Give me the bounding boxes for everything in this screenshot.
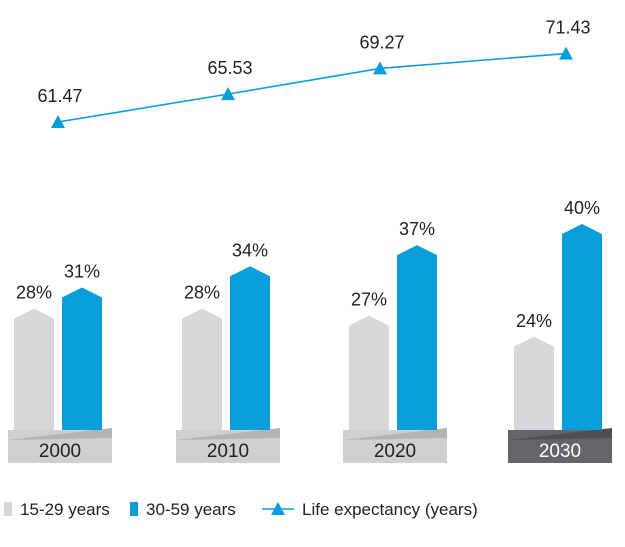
- legend-swatch-30-59: [130, 502, 138, 516]
- life-expectancy-point: [51, 115, 65, 128]
- year-label: 2000: [39, 441, 81, 462]
- bar-15-29-2020: [349, 315, 389, 430]
- bar-30-59-2030: [562, 224, 602, 430]
- bar-15-29-value-label: 28%: [16, 283, 52, 303]
- life-expectancy-point: [373, 61, 387, 75]
- legend-label-life-expectancy: Life expectancy (years): [302, 500, 478, 519]
- bar-30-59-value-label: 31%: [64, 261, 100, 281]
- bar-30-59-value-label: 34%: [232, 240, 268, 260]
- base-shadow: [176, 428, 280, 440]
- bar-30-59-2020: [397, 245, 437, 430]
- legend-label-15-29: 15-29 years: [20, 500, 110, 519]
- base-shadow: [343, 428, 447, 440]
- base-shadow: [8, 428, 112, 440]
- life-expectancy-value-label: 65.53: [207, 58, 252, 78]
- legend-triangle-marker: [271, 502, 285, 515]
- bar-30-59-2010: [230, 266, 270, 430]
- life-expectancy-value-label: 71.43: [545, 18, 590, 38]
- bar-30-59-2000: [62, 287, 102, 430]
- life-expectancy-value-label: 61.47: [37, 86, 82, 106]
- year-label: 2010: [207, 441, 249, 462]
- year-label: 2020: [374, 441, 416, 462]
- bar-15-29-2000: [14, 308, 54, 430]
- year-label: 2030: [539, 441, 581, 462]
- life-expectancy-line: [57, 52, 567, 123]
- bar-30-59-value-label: 37%: [399, 219, 435, 239]
- life-expectancy-value-label: 69.27: [359, 32, 404, 52]
- legend-swatch-15-29: [4, 502, 12, 516]
- life-expectancy-point: [559, 46, 573, 60]
- legend-label-30-59: 30-59 years: [146, 500, 236, 519]
- base-shadow: [508, 428, 612, 440]
- bar-15-29-value-label: 28%: [184, 283, 220, 303]
- bar-30-59-value-label: 40%: [564, 198, 600, 218]
- bar-15-29-value-label: 24%: [516, 311, 552, 331]
- bar-15-29-value-label: 27%: [351, 290, 387, 310]
- bar-15-29-2030: [514, 336, 554, 430]
- life-expectancy-point: [221, 87, 235, 101]
- bar-15-29-2010: [182, 308, 222, 430]
